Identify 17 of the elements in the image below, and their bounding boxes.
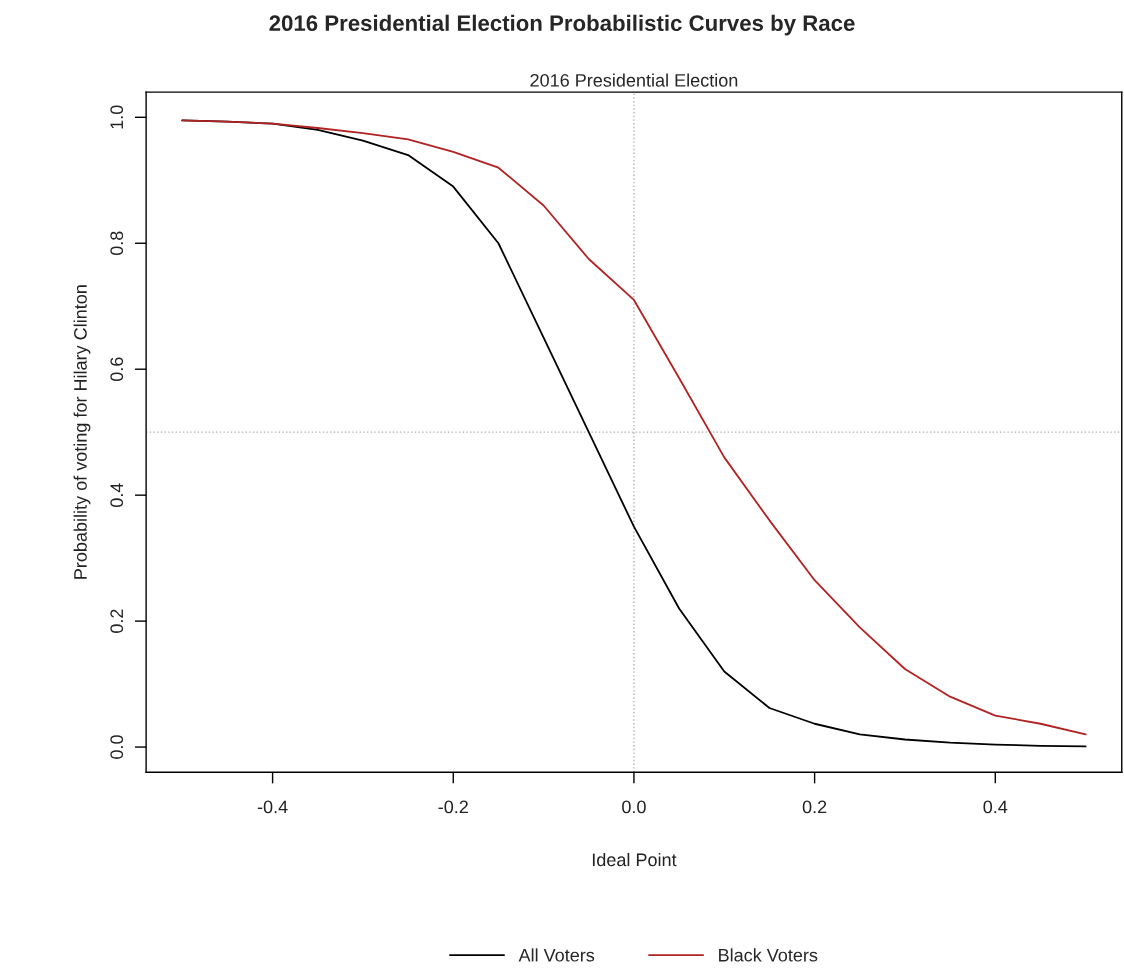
- y-axis-title: Probability of voting for Hilary Clinton: [73, 285, 91, 579]
- chart-title: 2016 Presidential Election Probabilistic Curves by Race: [269, 14, 855, 36]
- y-tick-label: 0.2: [110, 609, 124, 633]
- x-tick-label: 0.0: [622, 800, 646, 814]
- legend-label: Black Voters: [719, 948, 818, 962]
- x-tick-label: -0.4: [257, 800, 288, 814]
- x-axis-title: Ideal Point: [592, 852, 677, 867]
- x-tick-label: 0.4: [983, 800, 1008, 814]
- x-tick-label: 0.2: [802, 800, 827, 814]
- y-tick-label: 1.0: [110, 105, 124, 129]
- legend-label: All Voters: [518, 948, 595, 962]
- x-tick-label: -0.2: [438, 800, 468, 814]
- y-tick-label: 0.4: [110, 483, 124, 507]
- chart-subtitle: 2016 Presidential Election: [530, 73, 738, 87]
- y-tick-label: 0.6: [110, 357, 124, 382]
- y-tick-label: 0.0: [110, 735, 124, 759]
- y-tick-label: 0.8: [110, 231, 124, 256]
